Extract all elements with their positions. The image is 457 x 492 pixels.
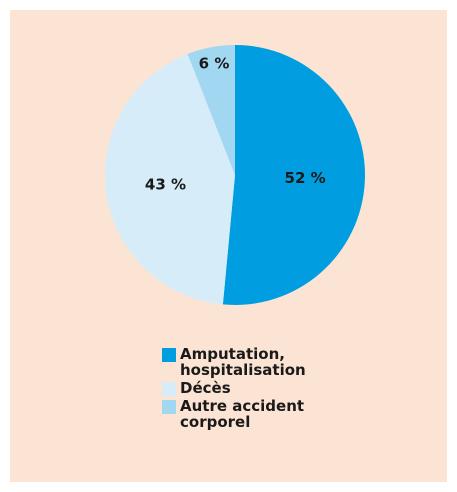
legend-item: Décès [162, 380, 332, 396]
pie-slice [222, 45, 365, 305]
legend-swatch [162, 348, 176, 362]
pie-slice [104, 53, 236, 305]
legend-item: Amputation, hospitalisation [162, 346, 332, 378]
legend-label: Décès [180, 379, 231, 397]
legend-swatch [162, 400, 176, 414]
data-label: 6 % [199, 54, 230, 72]
legend-swatch [162, 382, 176, 396]
legend-item: Autre accident corporel [162, 398, 332, 430]
data-label: 43 % [145, 175, 186, 193]
data-label: 52 % [285, 169, 326, 187]
pie-slice [187, 45, 235, 175]
legend-label: Autre accident corporel [180, 397, 305, 431]
legend: Amputation, hospitalisation Décès Autre ac… [162, 346, 332, 432]
legend-label: Amputation, hospitalisation [180, 345, 306, 379]
